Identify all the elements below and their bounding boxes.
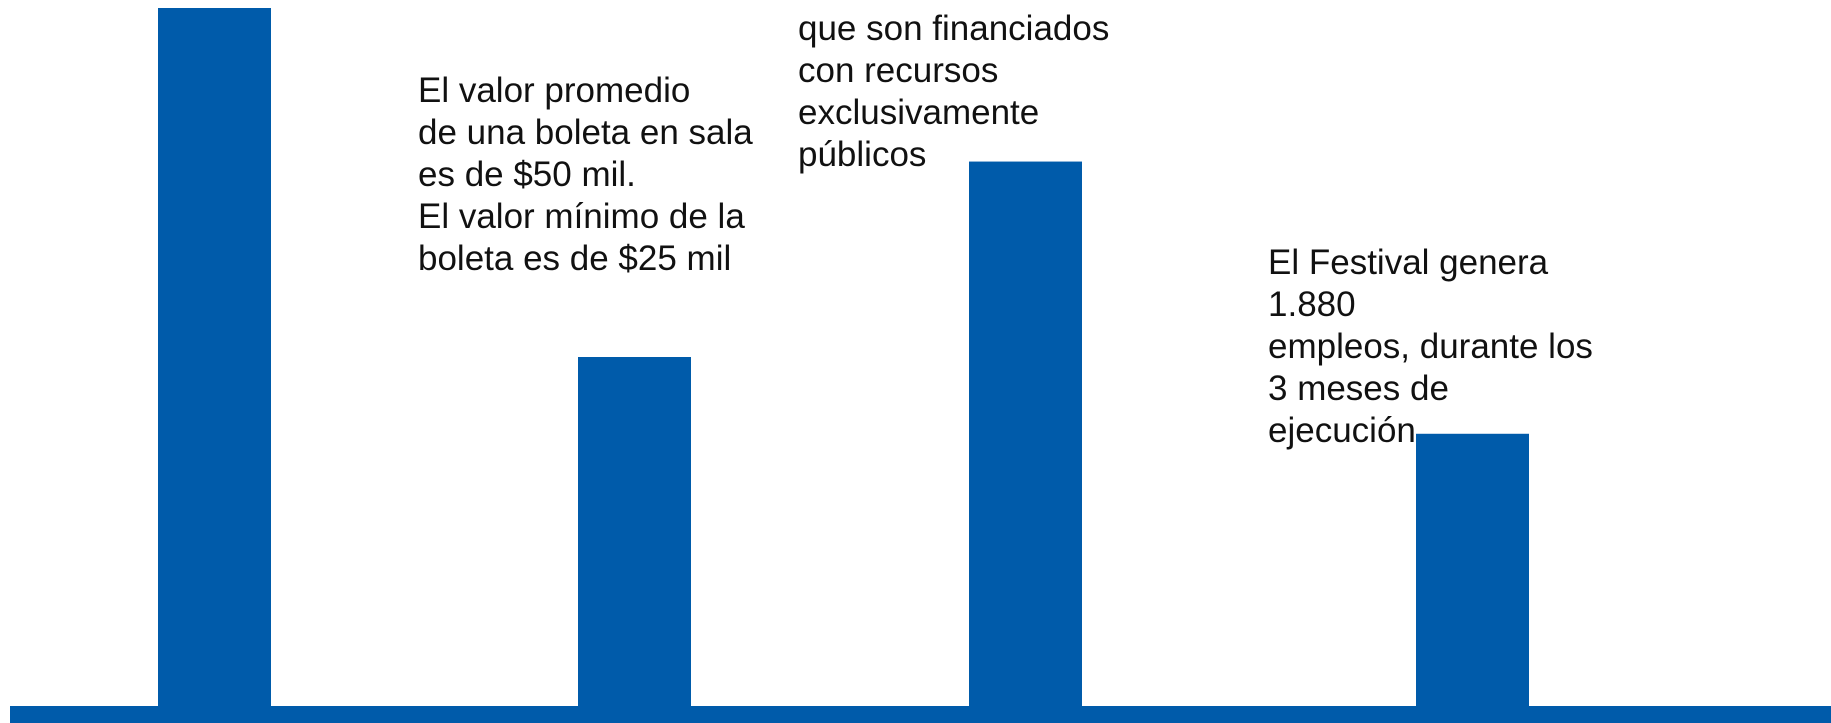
bar-4	[1416, 433, 1529, 706]
annotation-line: 1.880	[1268, 285, 1356, 324]
annotation-line: boleta es de $25 mil	[418, 239, 732, 278]
annotation-line: ejecución	[1268, 411, 1416, 450]
annotation-line: que son financiados	[798, 9, 1110, 48]
bar-1	[158, 8, 271, 706]
annotation-festival-jobs: El Festival genera 1.880 empleos, durant…	[1268, 242, 1593, 452]
annotation-line: exclusivamente	[798, 93, 1040, 132]
bar-2	[578, 357, 691, 706]
annotation-line: El valor mínimo de la	[418, 197, 745, 236]
annotation-public-funding: que son financiados con recursos exclusi…	[798, 8, 1109, 176]
annotation-line: El valor promedio	[418, 71, 691, 110]
annotation-line: públicos	[798, 135, 927, 174]
annotation-line: El Festival genera	[1268, 243, 1549, 282]
annotation-line: empleos, durante los	[1268, 327, 1593, 366]
annotation-line: es de $50 mil.	[418, 155, 636, 194]
annotation-line: 3 meses de	[1268, 369, 1449, 408]
annotation-line: de una boleta en sala	[418, 113, 753, 152]
bar-3	[969, 161, 1082, 706]
x-axis-line	[10, 706, 1831, 723]
annotation-line: con recursos	[798, 51, 999, 90]
bars-layer	[158, 8, 1529, 706]
annotation-ticket-price: El valor promedio de una boleta en sala …	[418, 70, 753, 280]
